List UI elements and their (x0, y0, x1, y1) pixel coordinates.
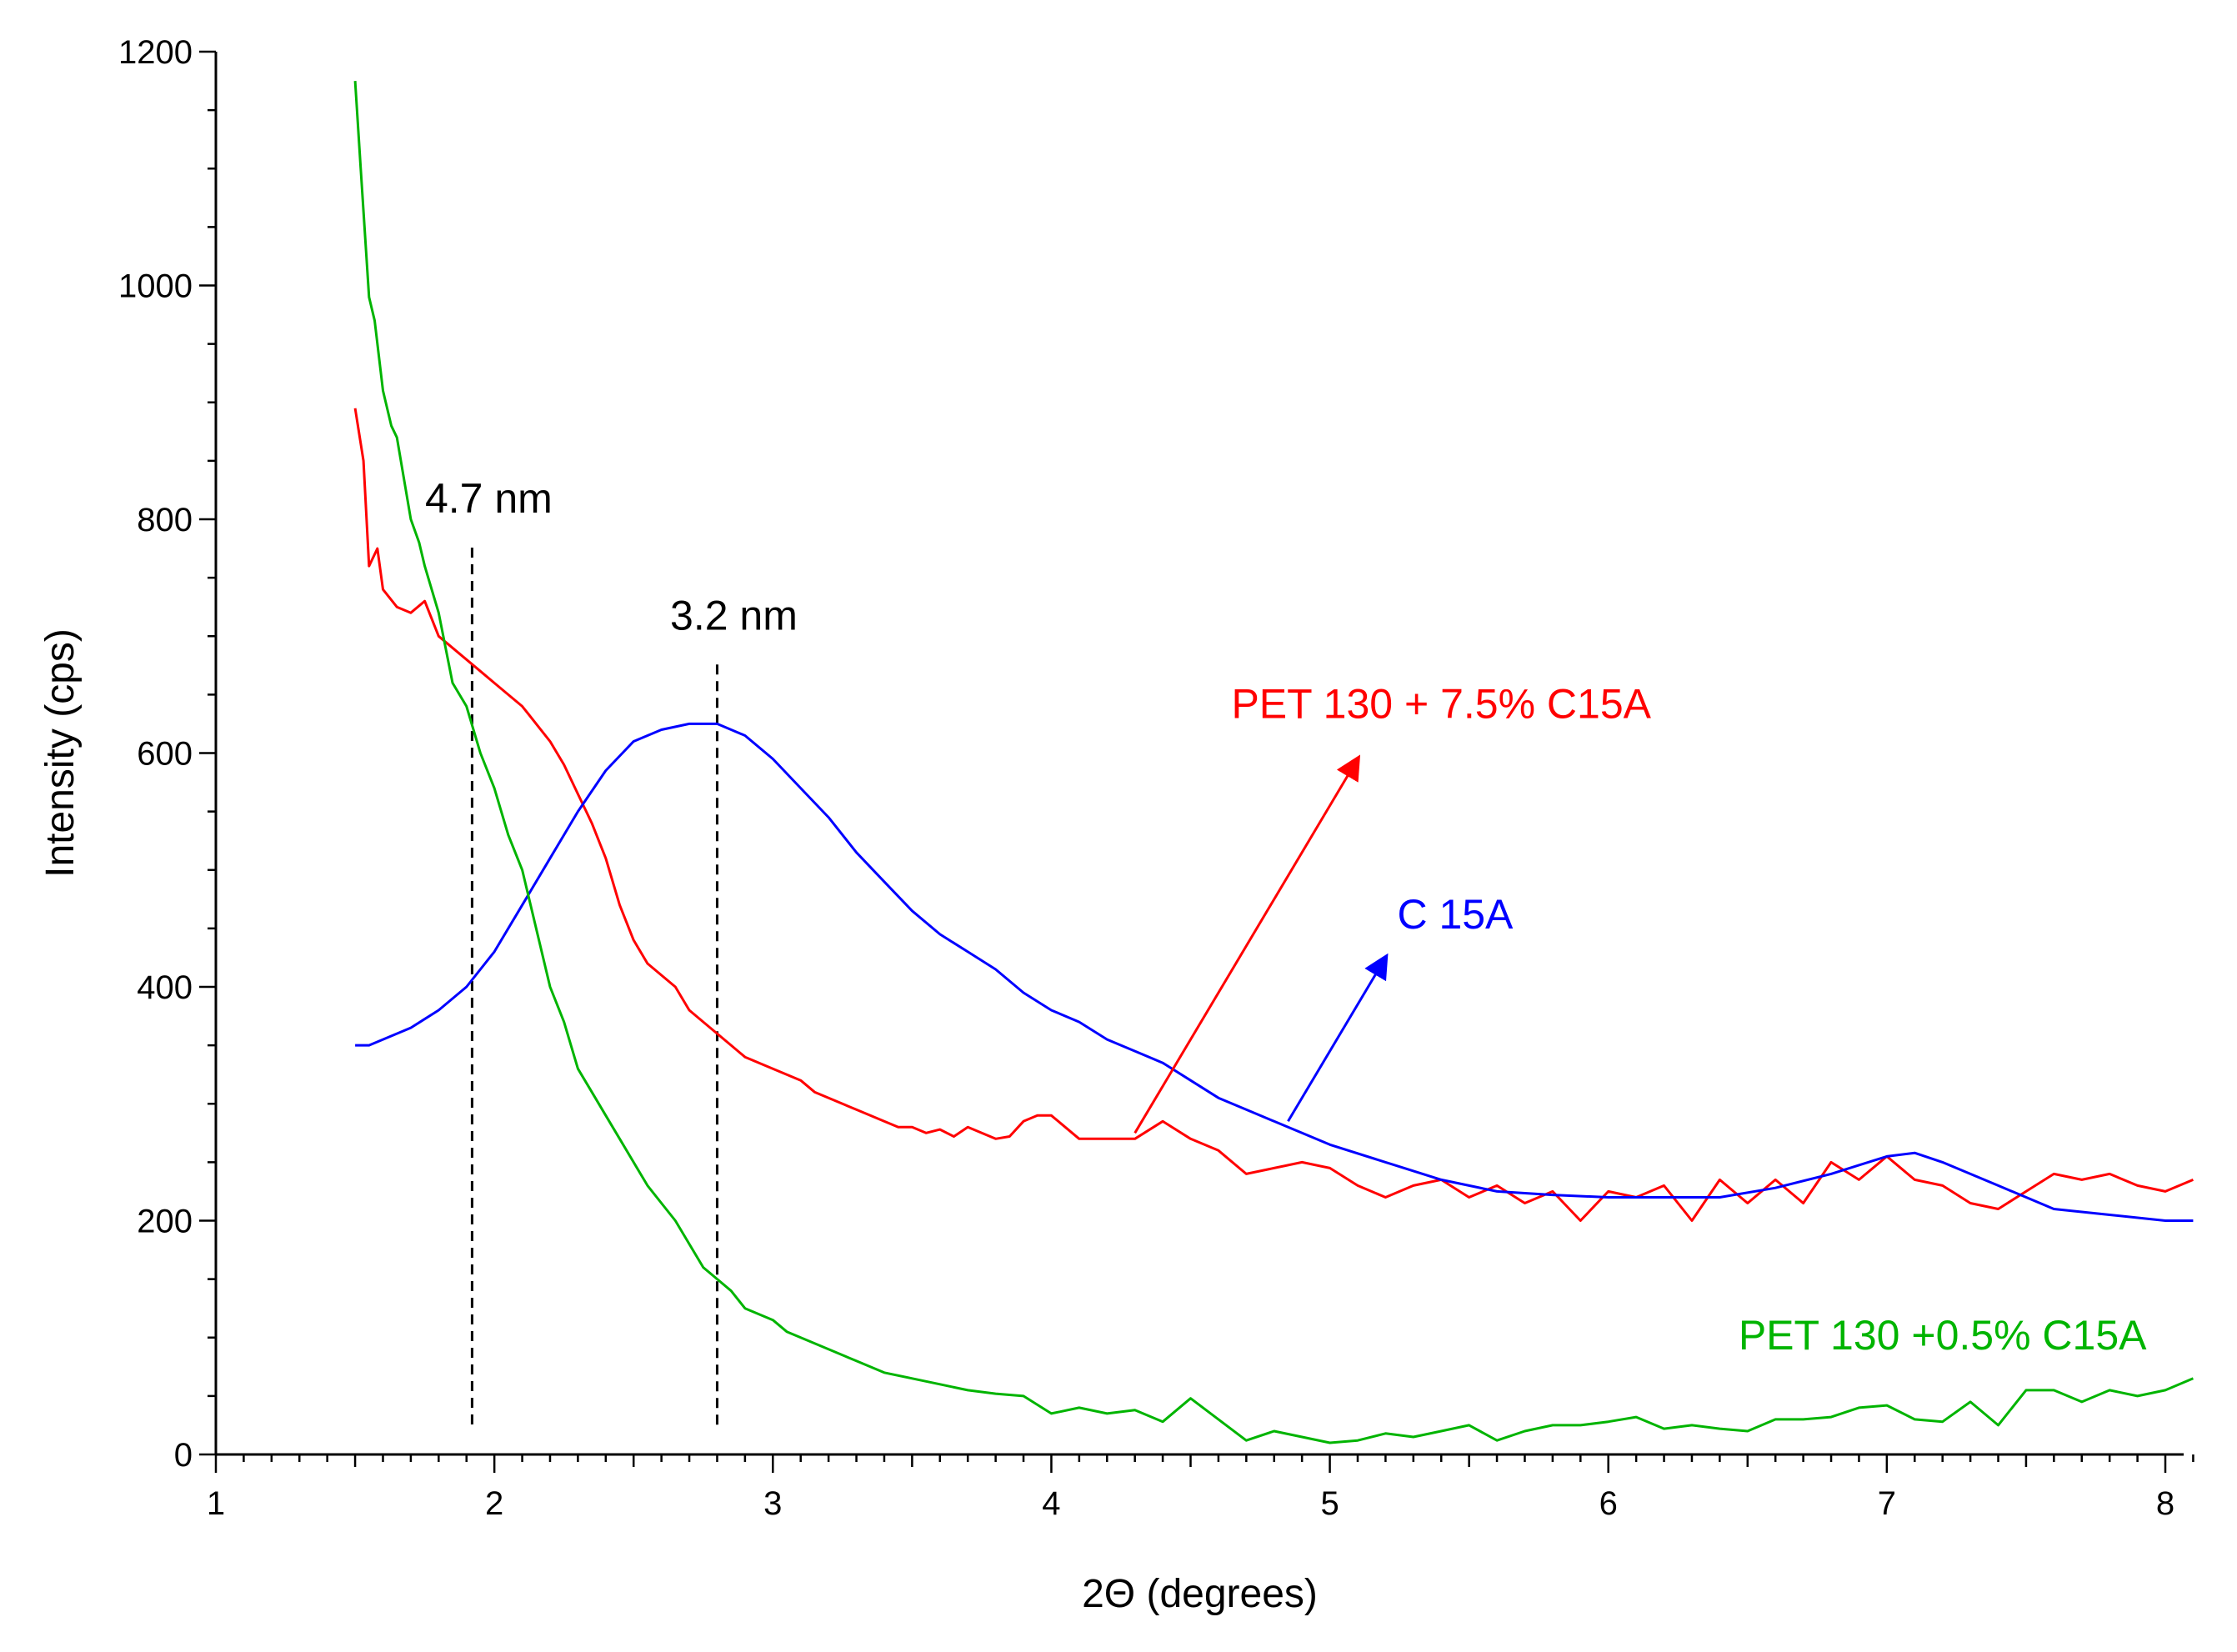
series-line-c-15a (355, 722, 2194, 1222)
y-tick-label: 0 (174, 1437, 193, 1474)
x-tick-label: 7 (1878, 1485, 1896, 1522)
peak-markers: 4.7 nm 3.2 nm (425, 475, 798, 1429)
x-tick-label: 3 (763, 1485, 782, 1522)
x-tick-label: 1 (207, 1485, 225, 1522)
x-tick-label: 5 (1320, 1485, 1339, 1522)
series-lines (353, 81, 2194, 1444)
annotation-arrow (1287, 953, 1389, 1123)
y-axis-ticks: 0 200 400 600 800 1000 1200 (118, 34, 216, 1474)
series-label: PET 130 +0.5% C15A (1739, 1312, 2147, 1359)
x-tick-label: 2 (485, 1485, 503, 1522)
y-axis-title: Intensity (cps) (38, 628, 83, 878)
x-tick-label: 6 (1599, 1485, 1618, 1522)
series-line-pet-130-0-5-c15a (353, 81, 2194, 1444)
x-tick-label: 8 (2156, 1485, 2174, 1522)
series-label: C 15A (1397, 891, 1514, 938)
series-annotations: PET 130 + 7.5% C15A C 15A PET 130 +0.5% C1… (1134, 680, 2147, 1359)
y-tick-label: 1000 (118, 268, 193, 305)
series-label: PET 130 + 7.5% C15A (1231, 680, 1651, 727)
annotation-arrow (1134, 754, 1361, 1134)
peak-marker-label: 4.7 nm (425, 475, 553, 522)
x-axis-title: 2Θ (degrees) (1082, 1572, 1318, 1616)
axes: 1 2 3 4 5 6 7 8 0 200 400 600 800 1000 1200 (118, 34, 2194, 1522)
y-tick-label: 600 (137, 736, 193, 773)
x-tick-label: 4 (1042, 1485, 1060, 1522)
x-axis-ticks: 1 2 3 4 5 6 7 8 (207, 1454, 2194, 1522)
y-tick-label: 1200 (118, 34, 193, 71)
peak-marker-label: 3.2 nm (670, 592, 798, 638)
y-tick-label: 800 (137, 502, 193, 538)
y-tick-label: 400 (137, 969, 193, 1006)
y-tick-label: 200 (137, 1204, 193, 1240)
series-line-pet-130-7-5-c15a (353, 408, 2194, 1222)
